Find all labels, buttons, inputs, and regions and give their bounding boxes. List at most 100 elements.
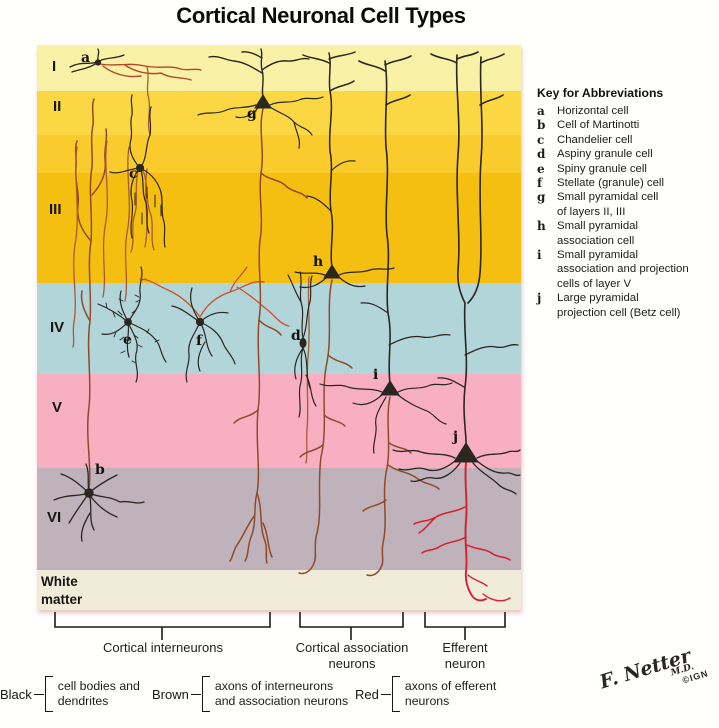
key-entry-g: g Small pyramidal cell of layers II, III	[537, 190, 719, 219]
neuron-h-dendrites	[294, 51, 395, 289]
key-letter: d	[537, 147, 546, 162]
layer-band-I	[37, 45, 521, 91]
neuron-d-aspiny-granule-cell	[287, 271, 317, 464]
key-entry-e: e Spiny granule cell	[537, 162, 719, 176]
neuron-a-horizontal-cell	[69, 48, 202, 81]
neuron-a-axons	[99, 63, 202, 81]
neuron-d-axon	[305, 276, 310, 464]
cortex-diagram: I II III IV V VI White matter a b c d e …	[37, 45, 521, 610]
neuron-label-f: f	[196, 333, 203, 349]
layer-label-IV: IV	[50, 319, 64, 336]
neuron-c-soma	[135, 163, 145, 173]
layer-label-II: II	[53, 98, 61, 115]
neuron-d-dendrites	[287, 271, 317, 418]
key-letter: a	[537, 104, 545, 118]
key-letter: g	[537, 190, 546, 205]
neuron-label-h: h	[313, 254, 323, 270]
key-text: Stellate (granule) cell	[557, 177, 664, 190]
key-text: Cell of Martinotti	[557, 119, 640, 132]
neuron-j-soma	[453, 442, 479, 463]
figure-title: Cortical Neuronal Cell Types	[176, 3, 466, 28]
neuron-g-dendrites	[197, 48, 324, 149]
neuron-h-small-pyramidal-association-cell	[294, 51, 395, 575]
legend-description: axons of efferent neurons	[404, 679, 497, 708]
neuron-label-c: c	[129, 166, 138, 182]
netter-signature: F. Netter M.D. ©IGN	[597, 641, 719, 728]
layer-band-III	[37, 173, 521, 283]
key-letter: f	[537, 176, 543, 191]
neuron-h-soma	[323, 264, 341, 279]
bracket-cortical-interneurons	[54, 612, 271, 640]
layer-label-V: V	[52, 399, 62, 416]
group-label-cortical-association-neurons: Cortical association neurons	[295, 640, 409, 671]
neuron-f-soma	[195, 317, 205, 327]
legend-bracket-icon	[44, 676, 53, 712]
legend-color-name: Brown	[152, 686, 189, 702]
neuron-i-pyramidal-projection-cell	[319, 55, 453, 577]
key-text: Small pyramidal association and projecti…	[557, 249, 689, 290]
neuron-f-stellate-cell	[139, 266, 290, 383]
key-entry-a: a Horizontal cell	[537, 104, 719, 118]
neuron-i-axon	[362, 396, 440, 577]
legend-description: axons of interneurons and association ne…	[214, 679, 349, 708]
neuron-j-axon	[413, 462, 511, 602]
neuron-label-b: b	[95, 462, 105, 478]
legend-bracket-icon	[391, 676, 400, 712]
key-letter: j	[537, 291, 542, 306]
legend-item-brown: Brown axons of interneurons and associat…	[152, 676, 348, 712]
key-letter: c	[537, 132, 545, 147]
key-text: Small pyramidal cell of layers II, III	[557, 191, 659, 218]
white-matter-label-line1: White	[41, 574, 78, 589]
key-text: Spiny granule cell	[557, 162, 647, 175]
legend-connector-line	[190, 693, 201, 695]
bracket-efferent-neuron	[424, 612, 506, 640]
key-letter: e	[537, 161, 545, 176]
key-entry-j: j Large pyramidal projection cell (Betz c…	[537, 291, 719, 320]
layer-band-VI	[37, 468, 521, 570]
legend-color-name: Black	[0, 686, 32, 702]
neuron-g-small-pyramidal-cell	[197, 48, 324, 564]
layer-labels: I II III IV V VI White matter	[41, 58, 83, 607]
key-text: Small pyramidal association cell	[557, 220, 639, 247]
layer-label-III: III	[49, 201, 62, 218]
key-letter: i	[537, 248, 542, 263]
neuron-e-soma	[124, 318, 132, 326]
key-entry-i: i Small pyramidal association and project…	[537, 248, 719, 291]
neuron-i-dendrites	[319, 55, 453, 454]
neuron-c-chandelier-cell	[109, 66, 166, 253]
key-text: Horizontal cell	[557, 105, 629, 117]
legend-description: cell bodies and dendrites	[57, 679, 140, 708]
key-text: Large pyramidal projection cell (Betz ce…	[557, 292, 681, 319]
legend-color-name: Red	[355, 686, 379, 702]
legend-connector-line	[380, 693, 391, 695]
neuron-label-g: g	[247, 106, 257, 122]
key-entry-f: f Stellate (granule) cell	[537, 176, 719, 190]
layer-band-white-matter	[37, 570, 521, 610]
key-text: Aspiny granule cell	[557, 148, 653, 161]
neuron-j-dendrites	[392, 51, 521, 495]
layer-band-III-upper	[37, 135, 521, 173]
cortex-diagram-panel: I II III IV V VI White matter a b c d e …	[37, 45, 521, 610]
neuron-e-spiny-granule-cell	[97, 266, 167, 383]
layer-band-II	[37, 91, 521, 135]
neuron-f-axon-branches	[139, 266, 290, 327]
group-label-cortical-interneurons: Cortical interneurons	[103, 640, 223, 655]
neuron-a-soma	[94, 59, 102, 66]
neuron-label-j: j	[451, 429, 458, 445]
layer-band-V	[37, 374, 521, 468]
neuron-h-axon	[298, 279, 353, 575]
neuron-i-soma	[380, 380, 400, 396]
key-letter: h	[537, 219, 546, 234]
key-entry-h: h Small pyramidal association cell	[537, 219, 719, 248]
neuron-d-soma	[299, 337, 307, 349]
bracket-cortical-association-neurons	[299, 612, 404, 640]
neuron-g-axon	[229, 108, 308, 564]
key-letter: b	[537, 118, 546, 133]
legend-item-black: Black cell bodies and dendrites	[0, 676, 140, 712]
legend-connector-line	[33, 693, 44, 695]
layer-band-IV	[37, 283, 521, 374]
neuron-label-d: d	[291, 328, 301, 344]
key-entry-b: b Cell of Martinotti	[537, 118, 719, 132]
neuron-b-soma	[84, 488, 94, 498]
